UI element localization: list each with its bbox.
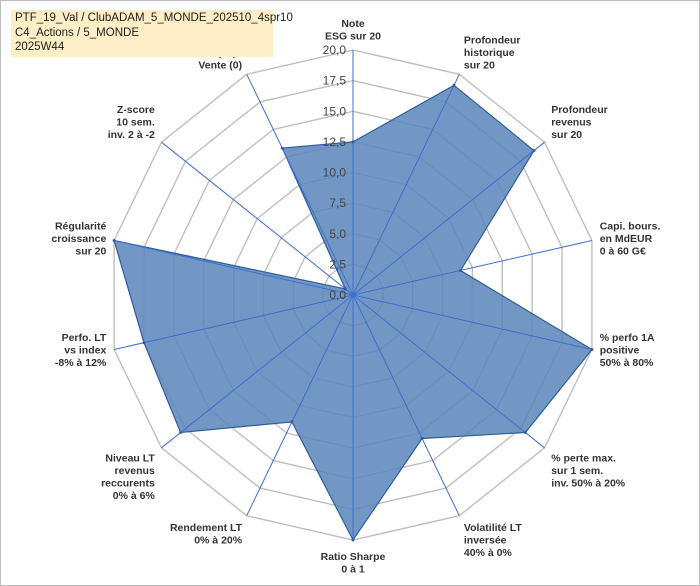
tick-label-2: 5,0	[329, 227, 346, 241]
tick-label-3: 7,5	[329, 196, 346, 210]
axis-label-4: % perfo 1A positive 50% à 80%	[600, 332, 655, 369]
data-point-0	[351, 140, 355, 144]
spoke-3	[352, 240, 593, 296]
data-point-10	[142, 341, 146, 345]
axis-label-2: Profondeur revenus sur 20	[551, 104, 608, 141]
data-point-3	[459, 269, 462, 272]
spoke-4	[352, 294, 593, 350]
axis-label-0: Note ESG sur 20	[325, 18, 381, 43]
spoke-6	[352, 294, 460, 516]
spoke-12	[161, 141, 354, 296]
tick-label-0: 0,0	[329, 288, 346, 302]
data-point-9	[179, 431, 183, 434]
data-point-1	[452, 83, 456, 87]
axis-label-6: Volatilité LT inversée 40% à 0%	[464, 522, 523, 559]
spoke-2	[352, 141, 545, 296]
axis-label-10: Perfo. LT vs index -8% à 12%	[55, 332, 107, 369]
chart-title-box: PTF_19_Val / ClubADAM_5_MONDE_202510_4sp…	[11, 10, 293, 57]
data-point-4	[590, 348, 594, 351]
axis-label-9: Niveau LT revenus reccurents 0% à 6%	[101, 453, 155, 503]
axis-label-7: Ratio Sharpe 0 à 1	[321, 551, 386, 576]
axis-label-1: Profondeur historique sur 20	[464, 34, 521, 71]
spoke-5	[352, 294, 545, 449]
spoke-8	[246, 294, 354, 516]
data-point-7	[351, 538, 355, 542]
data-point-11	[112, 239, 116, 242]
tick-label-8: 20,0	[323, 43, 347, 57]
chart-title-line-3: 2025W44	[15, 41, 65, 53]
tick-label-4: 10,0	[323, 166, 347, 180]
spoke-11	[113, 240, 354, 296]
data-point-6	[420, 437, 424, 440]
spoke-1	[352, 74, 460, 296]
spoke-10	[113, 294, 354, 350]
axis-label-3: Capi. bours. en MdEUR 0 à 60 G€	[600, 220, 661, 257]
spoke-9	[161, 294, 354, 449]
data-point-2	[532, 149, 536, 153]
data-point-8	[290, 420, 294, 424]
data-point-5	[523, 431, 527, 434]
tick-label-7: 17,5	[323, 74, 347, 88]
data-point-12	[343, 287, 347, 291]
data-point-13	[280, 146, 284, 150]
chart-title-line-2: C4_Actions / 5_MONDE	[15, 26, 139, 39]
spoke-13	[246, 74, 354, 296]
chart-title-line-1: PTF_19_Val / ClubADAM_5_MONDE_202510_4sp…	[15, 12, 293, 24]
tick-label-6: 15,0	[323, 104, 347, 118]
tick-label-5: 12,5	[323, 135, 347, 149]
axis-label-5: % perte max. sur 1 sem. inv. 50% à 20%	[551, 453, 626, 490]
axis-label-8: Rendement LT 0% à 20%	[170, 522, 243, 547]
axis-label-12: Z-score 10 sem. inv. 2 à -2	[108, 104, 155, 141]
axis-label-11: Régularité croissance sur 20	[51, 220, 106, 257]
tick-label-1: 2,5	[329, 257, 346, 271]
radar-spokes	[113, 50, 593, 540]
